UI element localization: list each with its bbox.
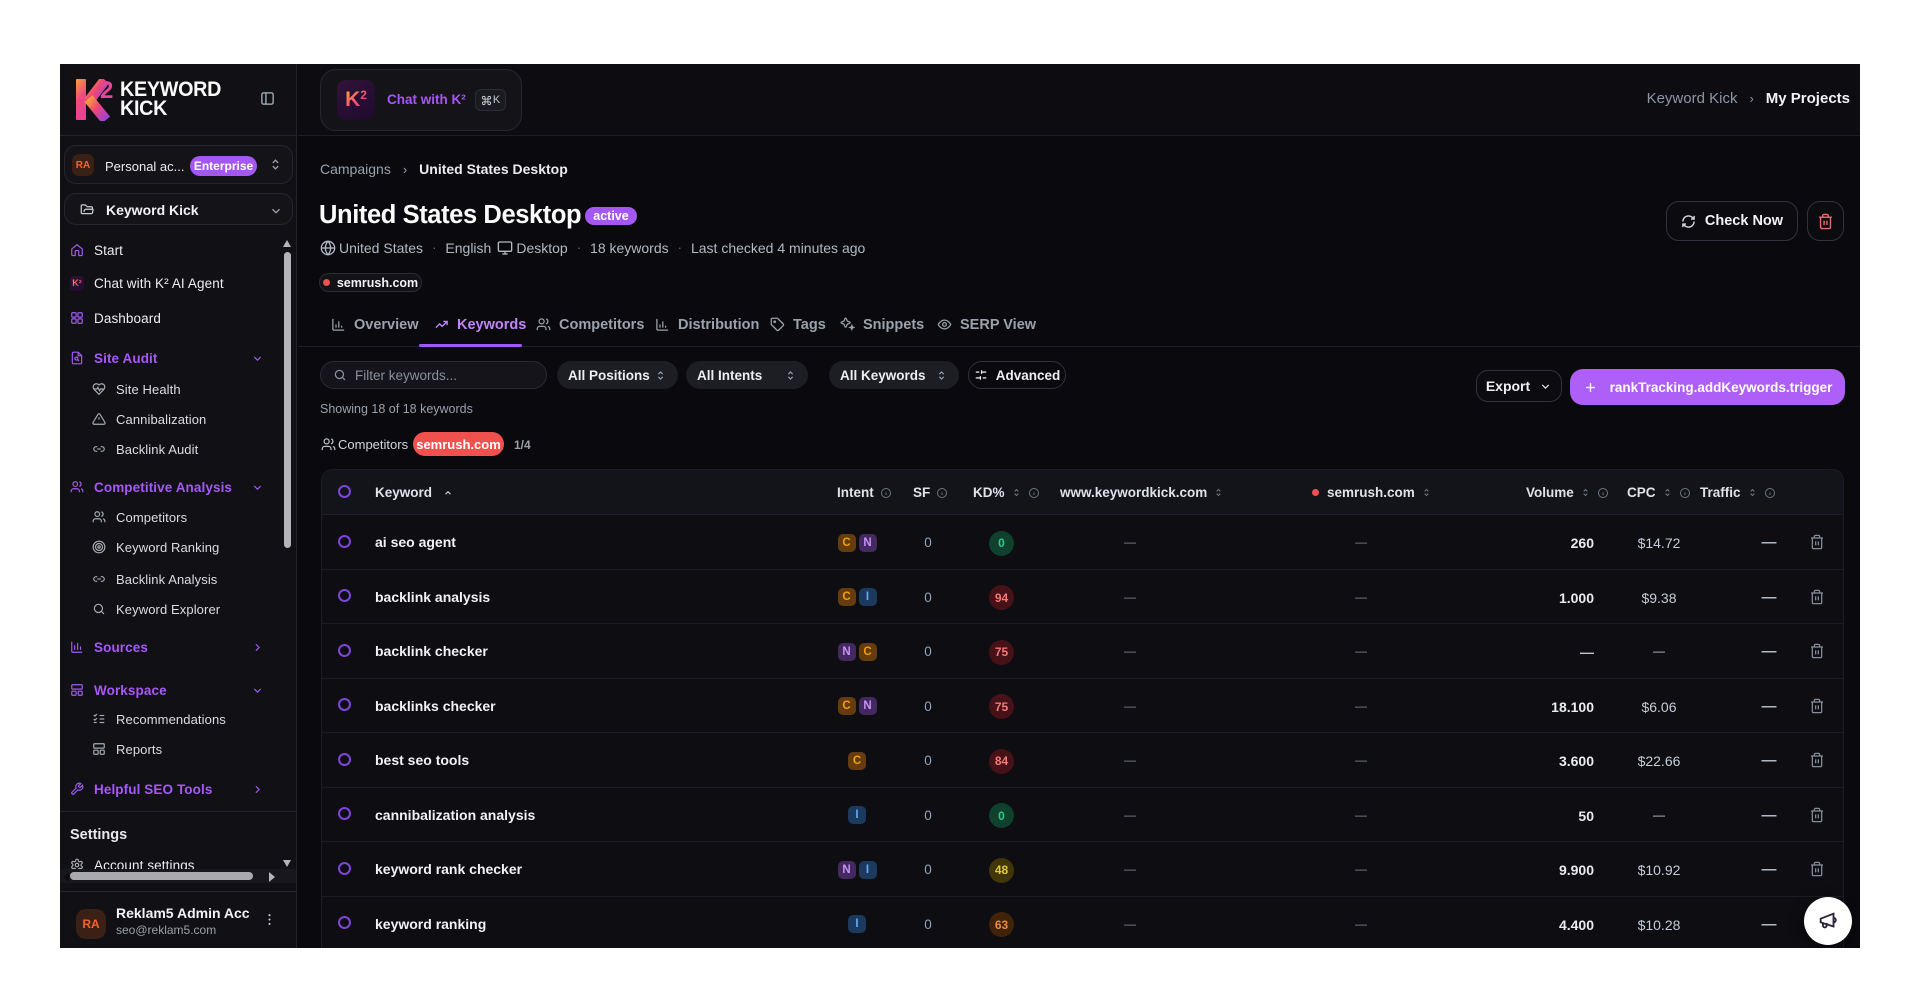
svg-text:2: 2 [100, 79, 113, 104]
